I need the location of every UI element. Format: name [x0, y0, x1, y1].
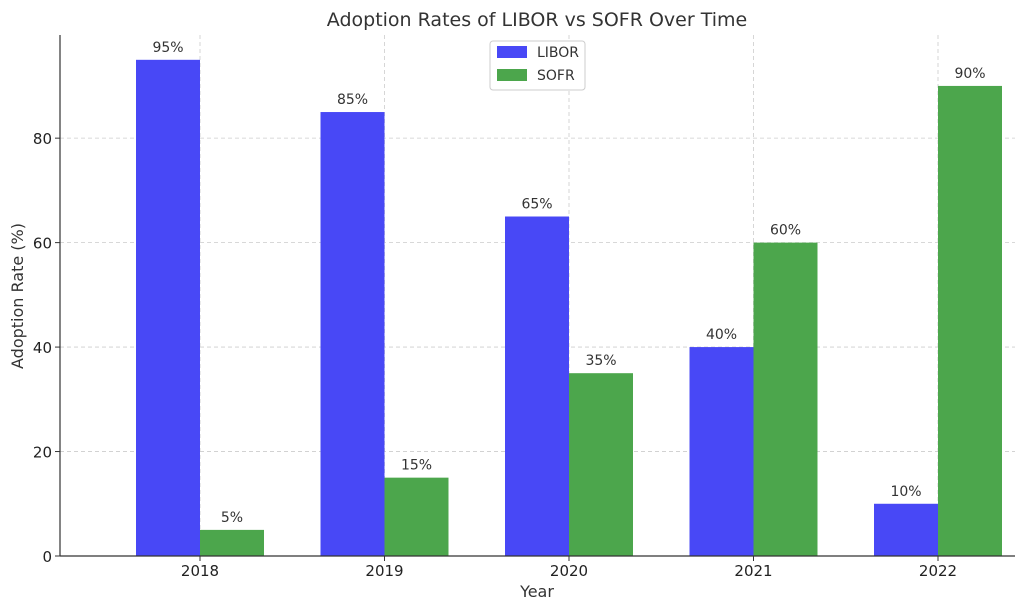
x-tick-label: 2022: [919, 562, 957, 580]
y-tick-label: 80: [33, 130, 52, 148]
bar-sofr: [200, 529, 264, 556]
bar-value-label: 85%: [337, 92, 368, 108]
bars: [136, 59, 1002, 557]
legend: LIBOR SOFR: [489, 40, 586, 91]
bar-sofr: [569, 373, 633, 556]
x-tick-label: 2020: [550, 562, 588, 580]
bar-value-label: 5%: [221, 510, 243, 526]
bar-libor: [689, 347, 754, 556]
y-tick-label: 60: [33, 235, 52, 253]
x-tick-label: 2021: [734, 562, 772, 580]
bar-labels: 95% 85% 65% 40% 10% 5% 15% 35% 60% 90%: [152, 40, 985, 526]
x-tick-label: 2019: [365, 562, 403, 580]
x-tick-label: 2018: [181, 562, 219, 580]
bar-value-label: 90%: [954, 66, 985, 82]
bar-value-label: 40%: [706, 327, 737, 343]
bar-libor: [136, 59, 200, 557]
bar-sofr: [753, 242, 818, 556]
bar-value-label: 10%: [890, 484, 921, 500]
bar-value-label: 65%: [521, 197, 552, 213]
legend-swatch-libor: [497, 46, 527, 58]
bar-sofr: [938, 85, 1002, 557]
bar-libor: [505, 216, 569, 556]
y-tick-label: 40: [33, 339, 52, 357]
y-axis-label: Adoption Rate (%): [8, 223, 27, 369]
y-tick-label: 0: [42, 548, 52, 566]
legend-label-libor: LIBOR: [537, 45, 579, 61]
legend-swatch-sofr: [497, 69, 527, 81]
bar-sofr: [384, 477, 449, 556]
bar-value-label: 60%: [770, 223, 801, 239]
bar-value-label: 95%: [152, 40, 183, 56]
bar-libor: [874, 503, 938, 556]
bar-libor: [320, 112, 385, 556]
axes: [59, 35, 1015, 557]
legend-label-sofr: SOFR: [537, 68, 575, 84]
x-axis-label: Year: [519, 582, 554, 601]
chart-title: Adoption Rates of LIBOR vs SOFR Over Tim…: [327, 9, 747, 31]
bar-value-label: 35%: [585, 353, 616, 369]
bar-value-label: 15%: [401, 458, 432, 474]
ticks: 0 20 40 60 80 2018 2019 2020 2021 2022: [33, 130, 957, 580]
y-tick-label: 20: [33, 444, 52, 462]
